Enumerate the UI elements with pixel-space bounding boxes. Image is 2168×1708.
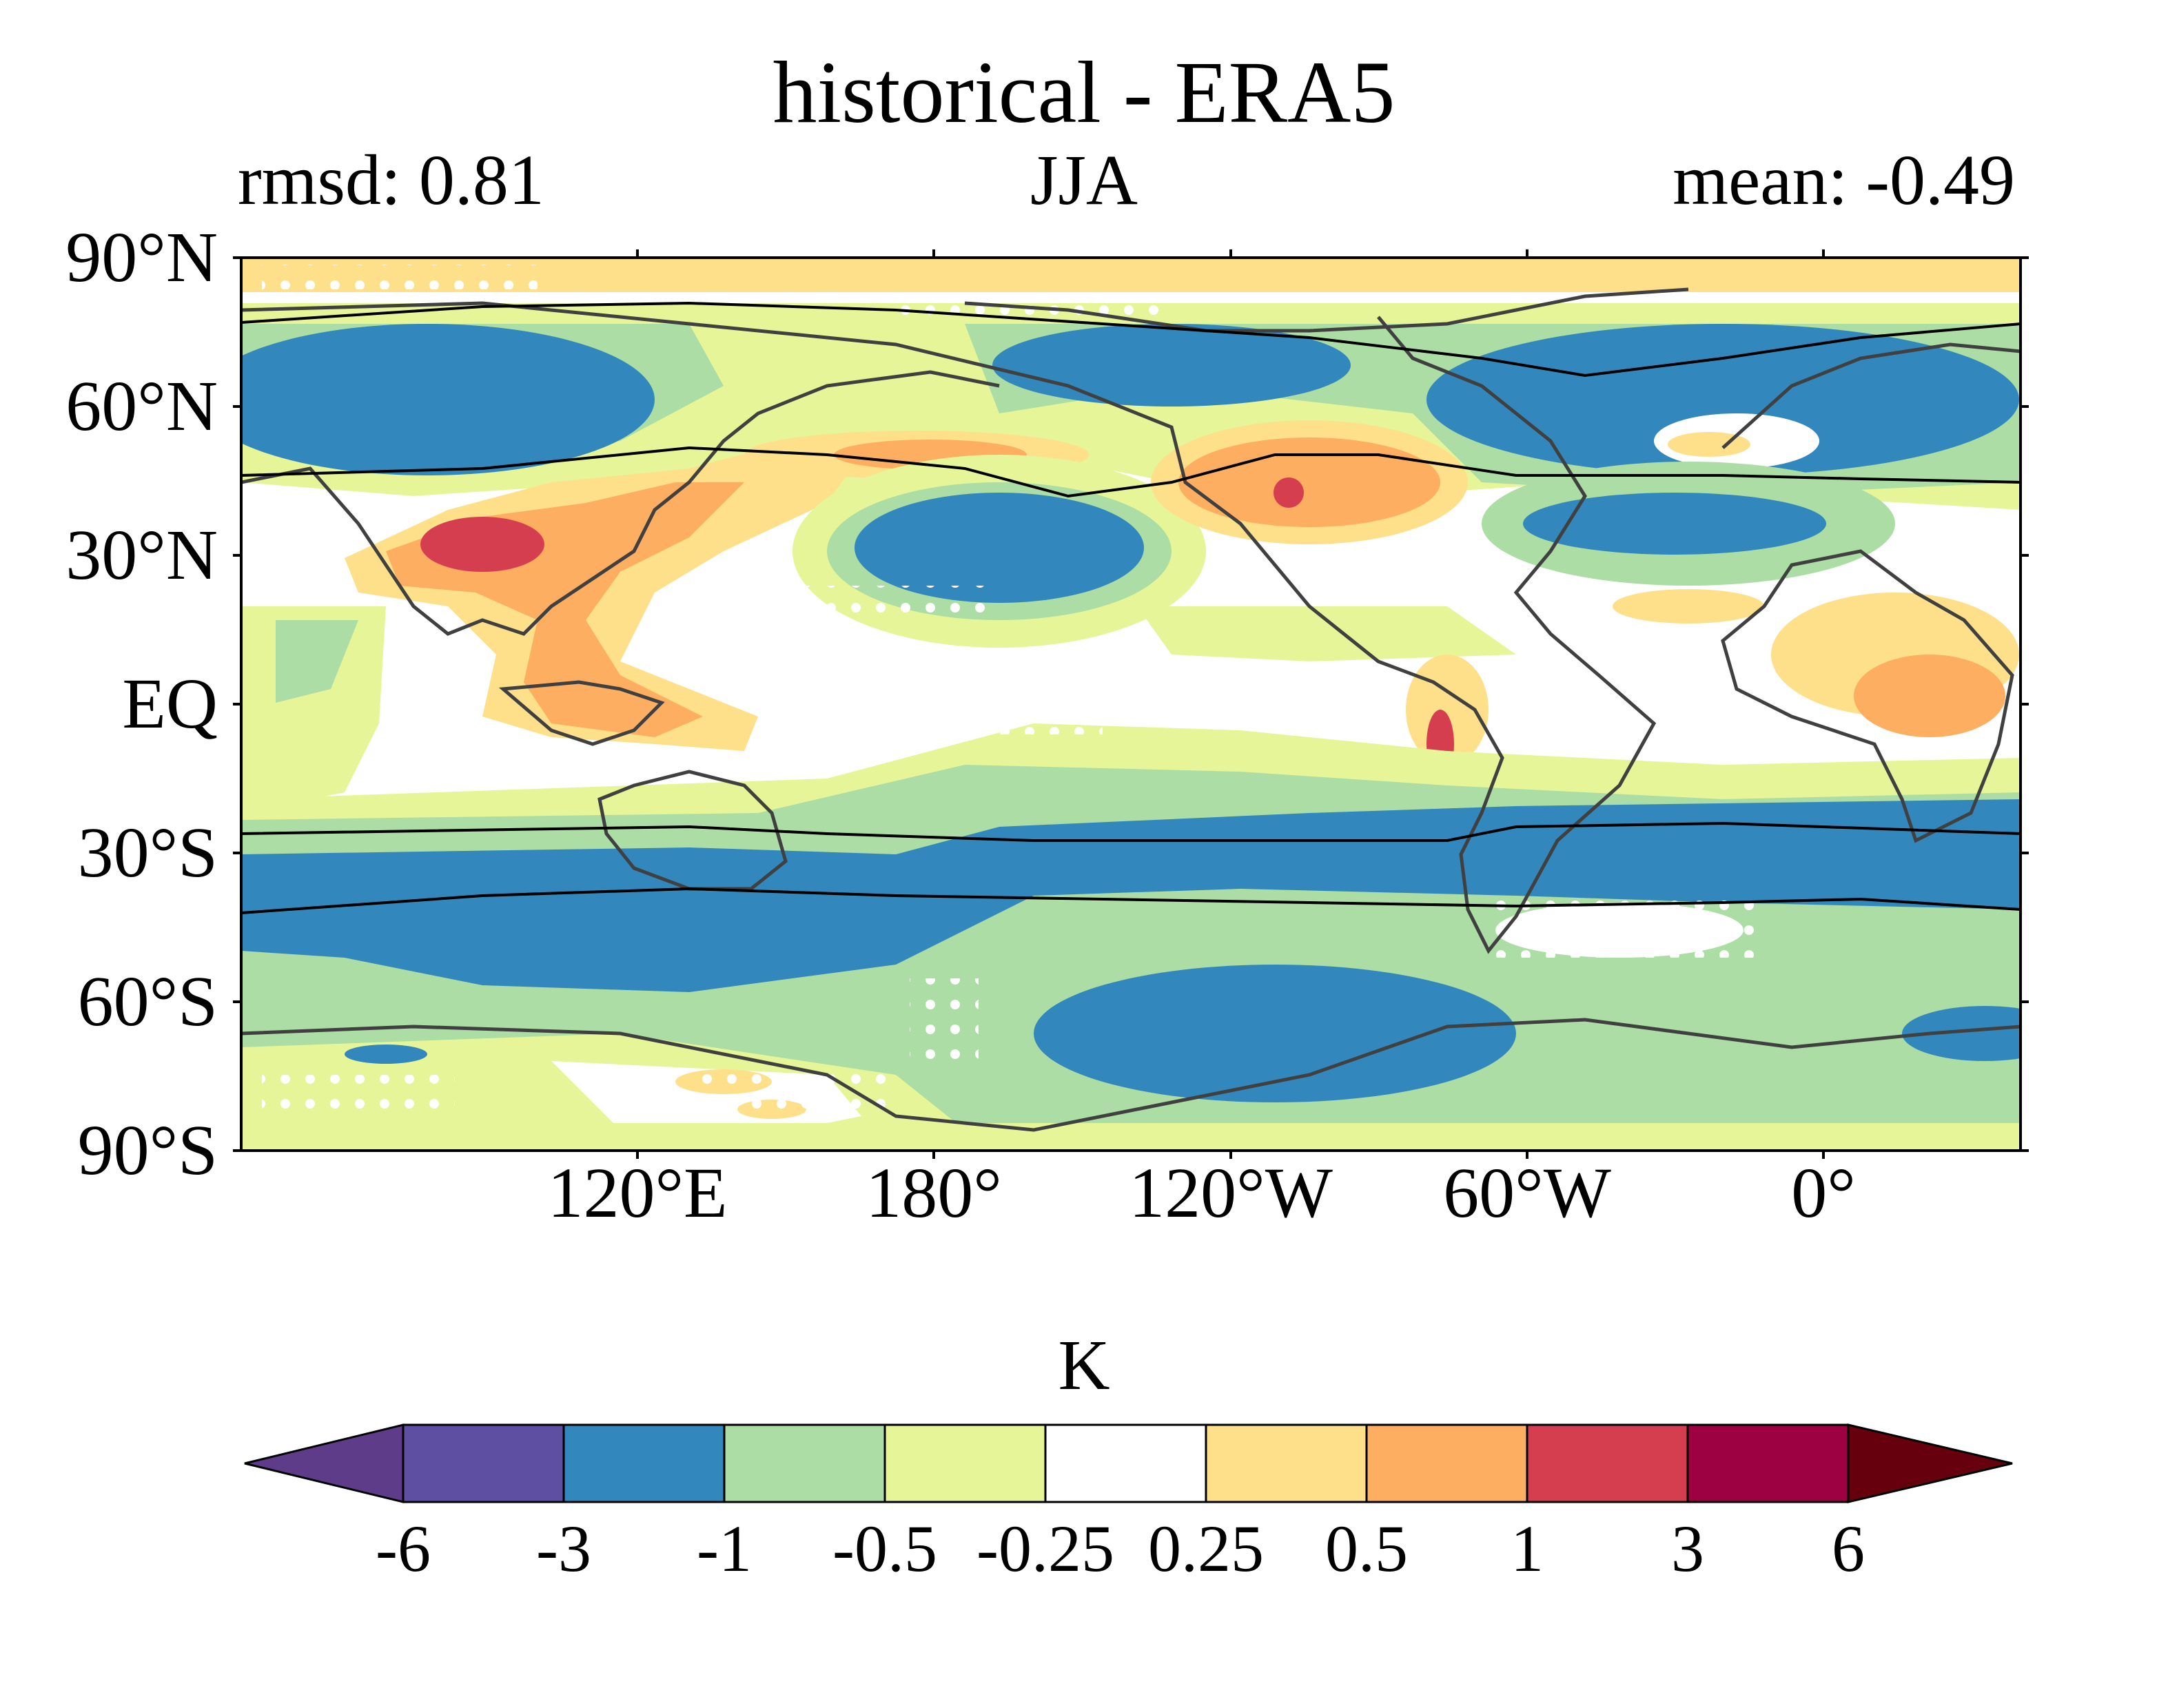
- colorbar-bin: [883, 1423, 1047, 1503]
- colorbar-tick-label: 1: [1511, 1512, 1544, 1585]
- colorbar-tick-label: -0.25: [976, 1512, 1114, 1585]
- colorbar-bin: [723, 1423, 886, 1503]
- colorbar: [244, 1423, 2013, 1503]
- colorbar-bin: [1686, 1423, 1850, 1503]
- colorbar-bin: [1365, 1423, 1528, 1503]
- lat-label-60n: 60°N: [65, 367, 218, 446]
- colorbar-tick-label: 3: [1671, 1512, 1704, 1585]
- mean-label: mean: -0.49: [1673, 141, 2015, 220]
- colorbar-extend-low: [244, 1423, 405, 1503]
- colorbar-bin: [562, 1423, 726, 1503]
- lon-label-120e: 120°E: [547, 1153, 728, 1233]
- rmsd-label: rmsd: 0.81: [238, 141, 544, 220]
- lat-tick-marks: [233, 256, 2029, 1152]
- lon-tick-marks: [636, 249, 1825, 1159]
- colorbar-bin: [1526, 1423, 1689, 1503]
- season-label: JJA: [1030, 141, 1138, 220]
- lat-label-eq: EQ: [122, 664, 218, 743]
- colorbar-bin: [402, 1423, 565, 1503]
- lat-label-30n: 30°N: [65, 515, 218, 595]
- colorbar-tick-label: -0.5: [832, 1512, 937, 1585]
- colorbar-bin: [1044, 1423, 1207, 1503]
- colorbar-tick-label: 6: [1832, 1512, 1865, 1585]
- colorbar-bin: [1205, 1423, 1368, 1503]
- lat-label-30s: 30°S: [77, 813, 218, 892]
- colorbar-extend-high: [1847, 1423, 2013, 1503]
- lon-label-0: 0°: [1791, 1153, 1856, 1233]
- colorbar-tick-label: -1: [697, 1512, 752, 1585]
- anomaly-field: [241, 258, 2021, 1151]
- coastlines: [241, 287, 2021, 1132]
- lat-label-60s: 60°S: [77, 962, 218, 1041]
- lon-label-120w: 120°W: [1129, 1153, 1333, 1233]
- lon-label-180: 180°: [866, 1153, 1002, 1233]
- colorbar-tick-label: 0.25: [1148, 1512, 1264, 1585]
- contour-lines: [241, 301, 2021, 914]
- map-title: historical - ERA5: [773, 43, 1395, 141]
- colorbar-tick-label: -6: [376, 1512, 431, 1585]
- lat-label-90s: 90°S: [77, 1111, 218, 1190]
- colorbar-unit-label: K: [1058, 1326, 1110, 1405]
- lon-label-60w: 60°W: [1443, 1153, 1611, 1233]
- lat-label-90n: 90°N: [65, 218, 218, 297]
- colorbar-tick-label: -3: [536, 1512, 591, 1585]
- colorbar-tick-label: 0.5: [1325, 1512, 1408, 1585]
